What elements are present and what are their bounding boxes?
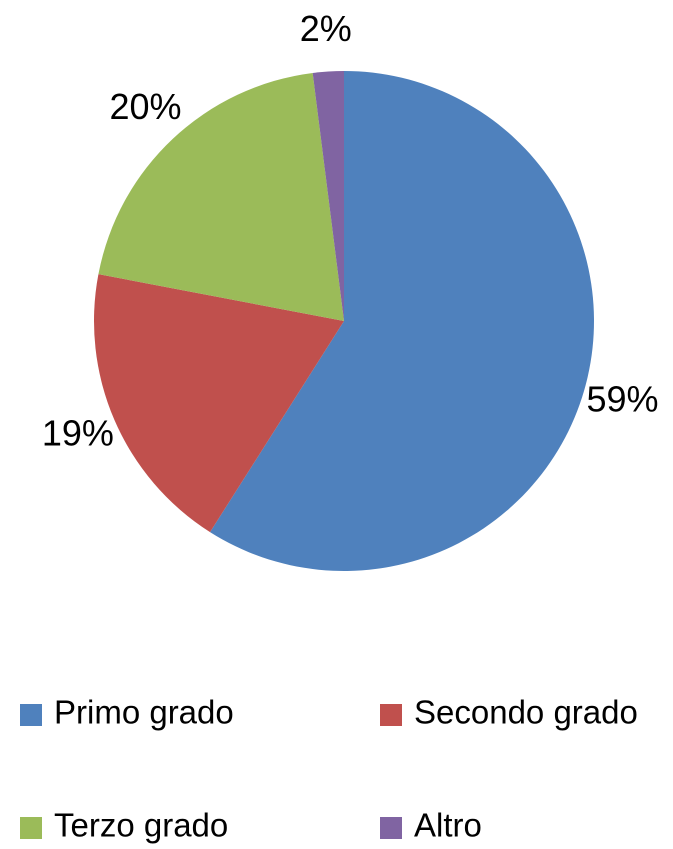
- pie-slice: [312, 71, 344, 321]
- legend-label: Secondo grado: [414, 694, 638, 731]
- legend-label: Altro: [414, 807, 482, 844]
- legend-label: Terzo grado: [54, 807, 228, 844]
- pie-slice: [93, 274, 344, 533]
- data-label: 2%: [300, 8, 352, 49]
- legend-swatch: [20, 817, 42, 839]
- legend-swatch: [20, 704, 42, 726]
- pie-slice: [98, 72, 344, 322]
- pie-slice: [210, 71, 594, 571]
- legend-label: Primo grado: [54, 694, 234, 731]
- legend-swatch: [380, 704, 402, 726]
- data-label: 19%: [42, 413, 114, 454]
- legend-swatch: [380, 817, 402, 839]
- data-label: 20%: [109, 86, 181, 127]
- data-label: 59%: [586, 378, 658, 419]
